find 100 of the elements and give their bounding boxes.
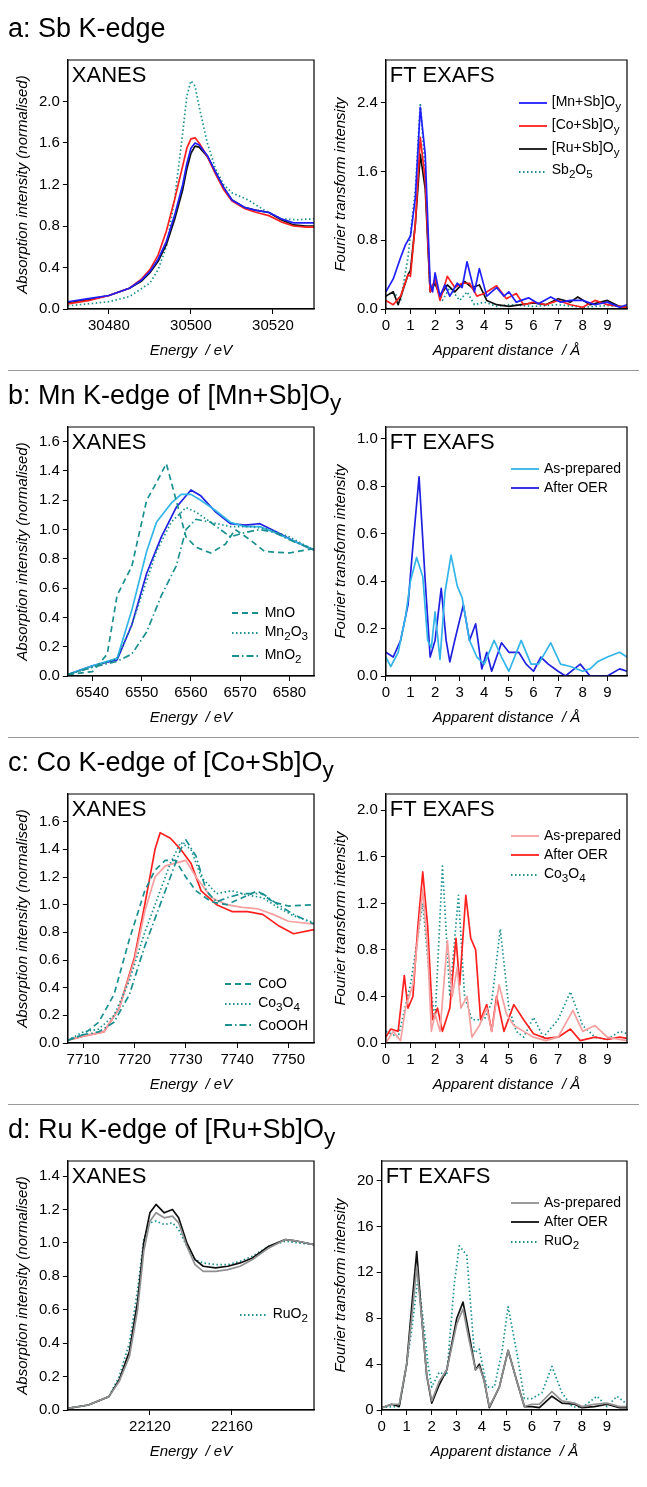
legend-label: CoOOH xyxy=(258,1015,308,1035)
y-tick-label: 0.2 xyxy=(38,1005,60,1023)
y-axis-title: Fourier transform intensity xyxy=(331,1196,349,1373)
x-tick-label: 6 xyxy=(529,316,538,334)
legend-label: RuO$_{2}$ xyxy=(272,1304,308,1326)
y-tick-label: 0.4 xyxy=(356,571,378,589)
legend-label: [Mn+Sb]O$_{y}$ xyxy=(551,92,621,114)
legend-label: After OER xyxy=(543,845,608,864)
x-tick-label: 0 xyxy=(381,683,391,701)
x-tick-label: 5 xyxy=(504,683,514,701)
y-tick-label: 0.6 xyxy=(38,950,60,968)
x-tick-label: 6 xyxy=(529,1050,538,1068)
y-tick-label: 0.4 xyxy=(356,986,378,1004)
y-tick-label: 1.0 xyxy=(38,519,60,537)
x-tick-label: 2 xyxy=(430,316,440,334)
y-tick-label: 2.0 xyxy=(38,91,60,109)
y-axis-title: Fourier transform intensity xyxy=(331,462,349,639)
y-tick-label: 0.0 xyxy=(356,1033,378,1051)
x-tick-label: 5 xyxy=(502,1417,512,1435)
x-tick-label: 2 xyxy=(427,1417,436,1435)
y-axis-title: Fourier transform intensity xyxy=(331,829,349,1006)
x-tick-label: 2 xyxy=(430,1050,440,1068)
y-tick-label: 0.6 xyxy=(38,578,60,596)
legend-label: As-prepared xyxy=(543,826,621,845)
legend-label: MnO$_{2}$ xyxy=(264,644,302,667)
legend-label: Sb$_{2}$O$_{5}$ xyxy=(551,160,593,183)
x-tick-label: 7740 xyxy=(220,1050,254,1068)
x-tick-label: 7710 xyxy=(66,1050,100,1068)
y-tick-label: 16 xyxy=(357,1216,374,1234)
y-tick-label: 0.8 xyxy=(356,230,378,248)
x-tick-label: 0 xyxy=(381,1050,391,1068)
legend-label: Co$_{3}$O$_{4}$ xyxy=(543,864,586,886)
y-tick-label: 0.0 xyxy=(38,666,60,684)
x-tick-label: 22120 xyxy=(129,1417,171,1435)
x-tick-label: 6 xyxy=(529,683,538,701)
y-tick-label: 1.0 xyxy=(356,429,378,446)
y-tick-label: 4 xyxy=(365,1354,374,1372)
x-tick-label: 7720 xyxy=(117,1050,152,1068)
y-tick-label: 0 xyxy=(365,1400,374,1418)
annotation: FT EXAFS xyxy=(389,62,495,88)
x-tick-label: 6560 xyxy=(174,683,208,701)
x-axis-title: Apparent distance / Å xyxy=(431,341,581,359)
y-tick-label: 0.8 xyxy=(38,216,60,234)
y-tick-label: 0.2 xyxy=(356,618,378,636)
y-tick-label: 0.8 xyxy=(38,548,60,566)
legend-label: As-prepared xyxy=(543,1193,621,1212)
y-tick-label: 1.6 xyxy=(38,133,60,151)
y-tick-label: 0.8 xyxy=(356,476,378,494)
y-tick-label: 1.2 xyxy=(38,174,60,192)
y-tick-label: 0.8 xyxy=(38,922,60,940)
x-axis-title: Energy / eV xyxy=(149,1442,235,1460)
x-tick-label: 1 xyxy=(406,1050,415,1068)
y-tick-label: 1.6 xyxy=(356,846,378,864)
y-tick-label: 1.6 xyxy=(356,161,378,179)
y-tick-label: 0.4 xyxy=(38,257,60,275)
y-tick-label: 8 xyxy=(365,1308,374,1326)
y-tick-label: 0.0 xyxy=(38,299,60,317)
y-tick-label: 1.2 xyxy=(356,893,378,911)
x-axis-title: Energy / eV xyxy=(149,708,235,726)
x-tick-label: 7730 xyxy=(169,1050,203,1068)
legend-label: [Co+Sb]O$_{y}$ xyxy=(551,114,620,137)
x-tick-label: 4 xyxy=(480,683,489,701)
x-tick-label: 0 xyxy=(381,316,391,334)
y-axis-title: Absorption intensity (normalised) xyxy=(13,75,31,295)
x-tick-label: 9 xyxy=(603,316,612,334)
y-tick-label: 1.4 xyxy=(38,461,60,479)
x-tick-label: 5 xyxy=(504,1050,514,1068)
y-tick-label: 1.2 xyxy=(38,490,60,508)
legend-label: [Ru+Sb]O$_{y}$ xyxy=(551,137,620,160)
annotation: XANES xyxy=(71,1163,147,1189)
x-tick-label: 1 xyxy=(406,316,415,334)
y-axis-title: Absorption intensity (normalised) xyxy=(13,442,31,662)
x-tick-label: 9 xyxy=(602,1417,612,1435)
y-tick-label: 0.0 xyxy=(356,299,378,317)
y-tick-label: 20 xyxy=(357,1170,374,1188)
legend-label: Co$_{3}$O$_{4}$ xyxy=(258,993,300,1015)
y-tick-label: 0.6 xyxy=(356,523,378,541)
y-tick-label: 0.2 xyxy=(38,636,60,654)
annotation: FT EXAFS xyxy=(389,796,495,822)
y-tick-label: 1.4 xyxy=(38,839,60,857)
x-tick-label: 6550 xyxy=(125,683,159,701)
x-tick-label: 3 xyxy=(455,316,464,334)
x-axis-title: Energy / eV xyxy=(149,341,235,359)
x-tick-label: 6570 xyxy=(223,683,257,701)
x-tick-label: 30520 xyxy=(252,316,294,334)
x-tick-label: 8 xyxy=(578,316,587,334)
x-axis-title: Apparent distance / Å xyxy=(431,1075,581,1093)
y-tick-label: 1.2 xyxy=(38,867,60,885)
y-axis-title: Fourier transform intensity xyxy=(331,95,349,272)
x-tick-label: 5 xyxy=(504,316,514,334)
y-tick-label: 0.8 xyxy=(38,1266,60,1284)
x-tick-label: 7 xyxy=(553,683,563,701)
x-tick-label: 4 xyxy=(480,316,489,334)
x-tick-label: 22160 xyxy=(211,1417,253,1435)
y-tick-label: 1.0 xyxy=(38,1233,60,1251)
x-tick-label: 3 xyxy=(455,683,464,701)
y-tick-label: 1.6 xyxy=(38,811,60,829)
x-tick-label: 8 xyxy=(577,1417,587,1435)
chart-title: a: Sb K-edge xyxy=(8,13,166,43)
x-tick-label: 6 xyxy=(527,1417,537,1435)
